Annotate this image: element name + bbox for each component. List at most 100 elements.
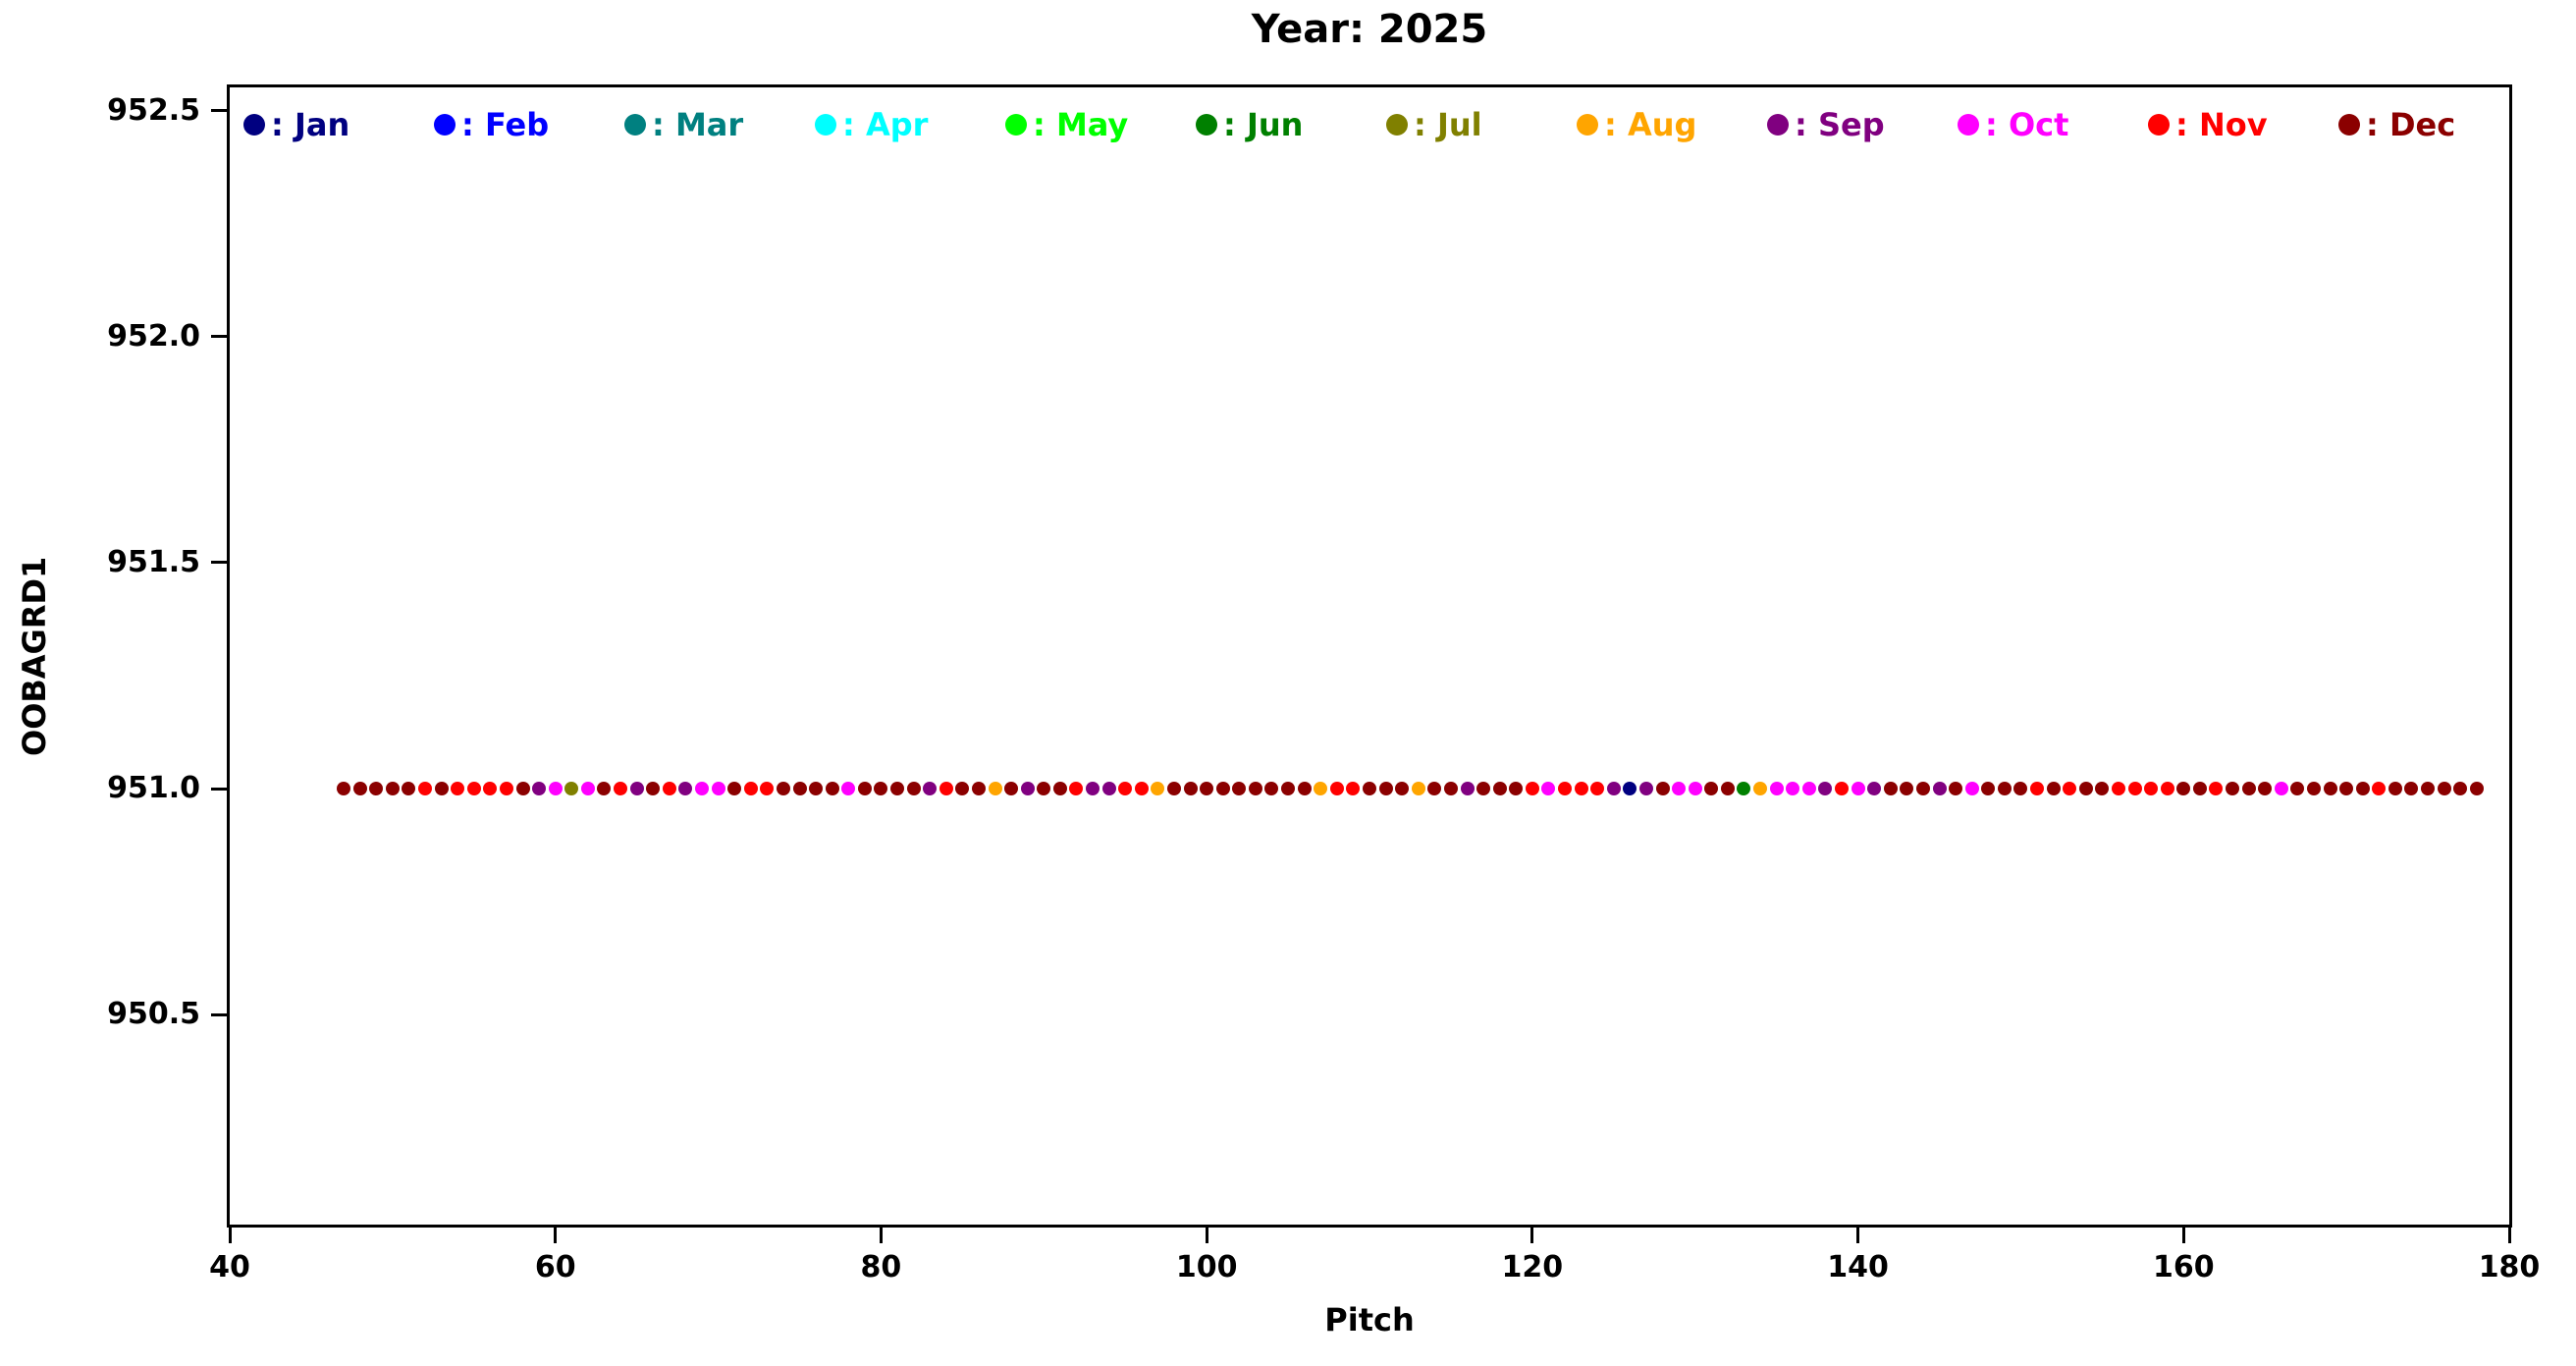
x-tick-label: 120 [1501,1250,1564,1284]
y-tick-label: 952.0 [107,318,200,354]
scatter-point [2372,782,2387,796]
scatter-point [1769,782,1784,796]
scatter-point [1200,782,1214,796]
scatter-point [1363,782,1376,796]
scatter-point [1737,782,1751,796]
scatter-point [2013,782,2028,796]
scatter-point [1834,782,1849,796]
scatter-point [792,782,807,796]
scatter-point [1981,782,1996,796]
scatter-point [1166,782,1181,796]
scatter-point [1525,782,1539,796]
scatter-point [1281,782,1296,796]
scatter-point [1248,782,1262,796]
scatter-point [2095,782,2110,796]
legend: : Jan: Feb: Mar: Apr: May: Jun: Jul: Aug… [230,87,2509,156]
scatter-point [434,782,449,796]
x-tick-label: 40 [209,1250,250,1284]
legend-marker-icon [624,114,646,136]
scatter-point [629,782,644,796]
scatter-point [2388,782,2402,796]
scatter-point [2290,782,2305,796]
scatter-point [906,782,921,796]
scatter-point [1052,782,1067,796]
scatter-point [1786,782,1800,796]
scatter-point [1427,782,1442,796]
scatter-point [760,782,775,796]
scatter-point [564,782,579,796]
scatter-point [1492,782,1507,796]
scatter-point [499,782,513,796]
legend-label: : Jan [271,106,350,143]
legend-marker-icon [243,114,265,136]
scatter-point [662,782,676,796]
scatter-point [1264,782,1279,796]
x-tick-label: 100 [1175,1250,1238,1284]
scatter-point [1020,782,1035,796]
scatter-point [2453,782,2468,796]
x-tick-mark [2507,1228,2511,1243]
legend-item-jan: : Jan [243,103,349,146]
scatter-point [1329,782,1344,796]
scatter-point [1900,782,1914,796]
scatter-point [2176,782,2191,796]
scatter-point [515,782,530,796]
scatter-point [694,782,709,796]
scatter-point [1314,782,1328,796]
scatter-point [1623,782,1637,796]
legend-label: : Nov [2175,106,2268,143]
legend-label: : Apr [842,106,929,143]
scatter-point [614,782,628,796]
scatter-point [1004,782,1019,796]
x-axis-label: Pitch [1324,1301,1415,1339]
scatter-point [1801,782,1816,796]
legend-label: : May [1033,106,1129,143]
scatter-point [1818,782,1833,796]
x-tick-label: 140 [1827,1250,1889,1284]
scatter-point [352,782,367,796]
scatter-point [711,782,725,796]
scatter-point [2192,782,2207,796]
scatter-point [2127,782,2142,796]
scatter-point [1118,782,1133,796]
legend-item-may: : May [1005,103,1128,146]
legend-item-dec: : Dec [2338,103,2455,146]
scatter-point [1086,782,1100,796]
scatter-point [1638,782,1653,796]
legend-item-mar: : Mar [624,103,743,146]
scatter-point [1997,782,2012,796]
scatter-point [418,782,433,796]
scatter-point [1964,782,1979,796]
scatter-point [532,782,547,796]
scatter-point [2046,782,2061,796]
scatter-point [2404,782,2419,796]
scatter-point [2160,782,2174,796]
legend-marker-icon [1005,114,1027,136]
scatter-point [2226,782,2240,796]
scatter-point [1590,782,1605,796]
scatter-point [971,782,986,796]
scatter-point [1655,782,1670,796]
scatter-point [451,782,465,796]
scatter-point [483,782,498,796]
scatter-point [1443,782,1458,796]
scatter-point [1558,782,1573,796]
scatter-point [1476,782,1491,796]
legend-label: : Jul [1414,106,1482,143]
legend-item-jun: : Jun [1196,103,1303,146]
scatter-point [727,782,742,796]
scatter-point [1411,782,1425,796]
x-tick-mark [1530,1228,1534,1243]
legend-label: : Oct [1985,106,2069,143]
y-tick-mark [211,109,227,113]
scatter-point [1509,782,1524,796]
x-tick-label: 60 [534,1250,576,1284]
chart-title: Year: 2025 [1251,7,1488,52]
scatter-point [2241,782,2256,796]
scatter-point [1851,782,1865,796]
scatter-point [1134,782,1149,796]
scatter-point [2144,782,2159,796]
scatter-point [1395,782,1410,796]
scatter-point [2274,782,2288,796]
